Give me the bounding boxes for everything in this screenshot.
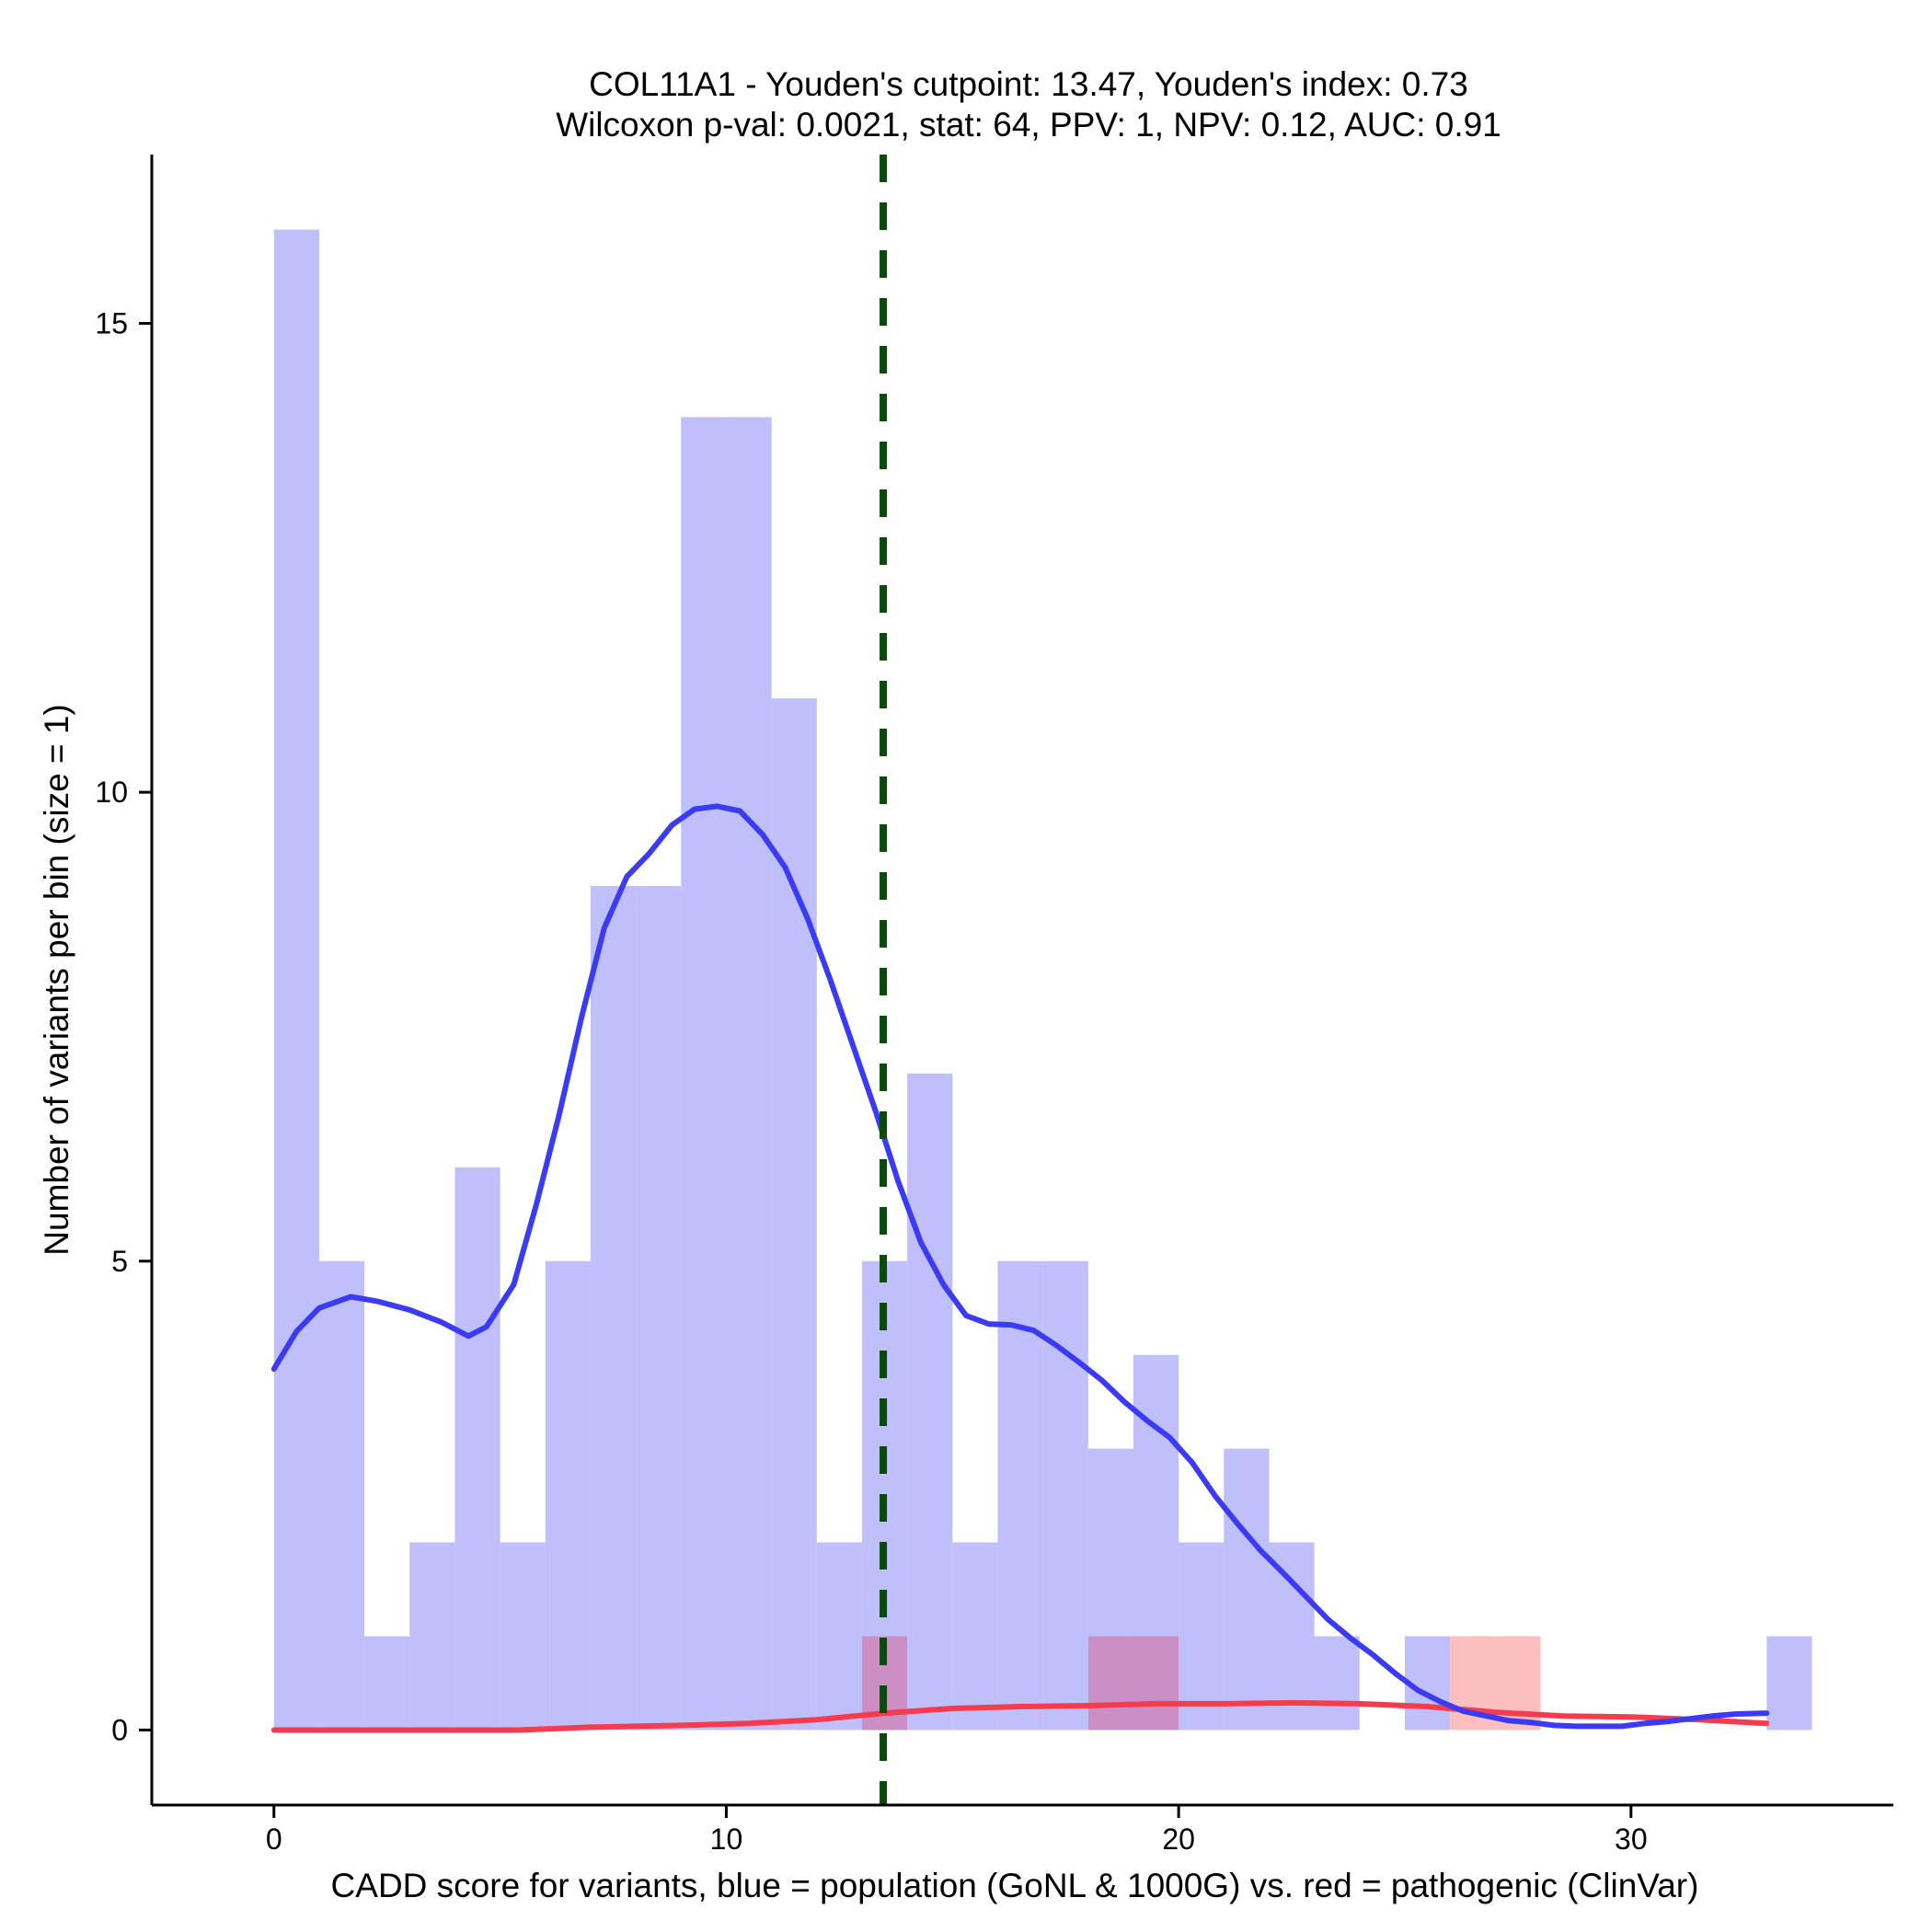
population-bar: [952, 1542, 998, 1731]
y-tick-label: 10: [95, 776, 128, 809]
population-bar: [409, 1542, 455, 1731]
y-tick-label: 0: [111, 1713, 128, 1746]
population-bar: [364, 1636, 410, 1731]
x-tick-label: 0: [266, 1823, 282, 1856]
population-bar: [636, 886, 682, 1731]
population-bar: [500, 1542, 546, 1731]
population-bar: [726, 417, 772, 1731]
y-axis-ticks: 0 5 10 15: [95, 306, 152, 1746]
x-tick-label: 20: [1162, 1823, 1195, 1856]
y-tick-label: 15: [95, 306, 128, 339]
population-bar: [997, 1260, 1043, 1731]
density-curves: [270, 803, 1770, 1733]
population-bar: [1314, 1636, 1360, 1731]
population-bar: [907, 1073, 953, 1731]
pathogenic-bar: [1087, 1636, 1133, 1731]
population-bar: [771, 698, 817, 1731]
population-bar: [590, 886, 637, 1731]
chart-title-line-2: Wilcoxon p-val: 0.0021, stat: 64, PPV: 1…: [556, 106, 1501, 144]
population-bar: [1042, 1260, 1088, 1731]
x-tick-label: 30: [1615, 1823, 1648, 1856]
population-bar: [318, 1260, 365, 1731]
population-bar: [681, 417, 727, 1731]
axes: [150, 155, 1893, 1807]
population-bar: [1766, 1636, 1812, 1731]
x-tick-label: 10: [710, 1823, 743, 1856]
population-density-line: [270, 803, 1770, 1730]
x-axis-label: CADD score for variants, blue = populati…: [331, 1867, 1699, 1904]
population-bar: [454, 1167, 500, 1731]
pathogenic-density-line: [270, 1699, 1770, 1733]
population-bar: [273, 229, 319, 1731]
population-bars: [273, 229, 1812, 1731]
population-bar: [545, 1260, 591, 1731]
pathogenic-bar: [1133, 1636, 1179, 1731]
chart-title-line-1: COL11A1 - Youden's cutpoint: 13.47, Youd…: [589, 65, 1468, 103]
population-bar: [816, 1542, 862, 1731]
population-bar: [1269, 1542, 1315, 1731]
x-axis-ticks: 0 10 20 30: [266, 1805, 1648, 1856]
y-axis-label: Number of variants per bin (size = 1): [38, 704, 75, 1255]
y-tick-label: 5: [111, 1245, 128, 1278]
population-bar: [1224, 1448, 1270, 1731]
population-bar: [1179, 1542, 1225, 1731]
